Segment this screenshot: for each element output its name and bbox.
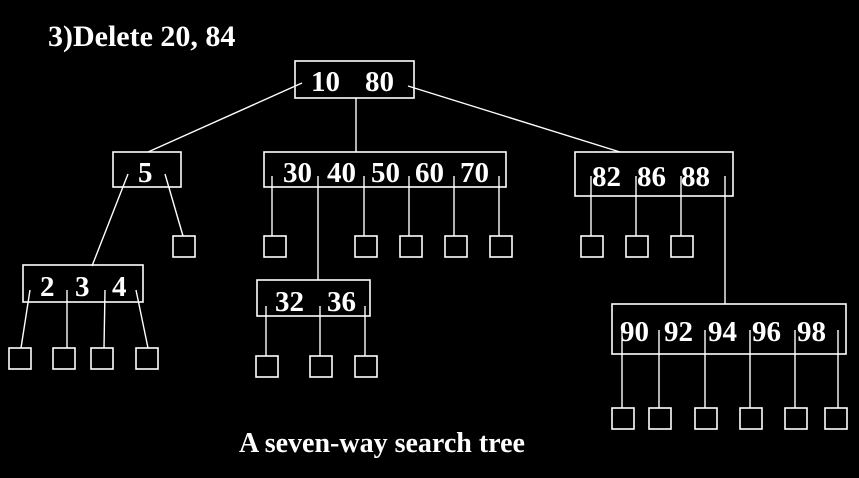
leaf-node <box>354 355 378 378</box>
node-2-4-key-1: 2 <box>40 271 55 303</box>
node-30-70-key-2: 40 <box>327 157 356 189</box>
node-30-70-key-1: 30 <box>283 157 312 189</box>
node-2-4-key-3: 4 <box>112 271 127 303</box>
edge-node-2-4-leaf-1 <box>20 289 31 349</box>
leaf-node <box>354 235 378 258</box>
leaf-node <box>255 355 279 378</box>
edge-root-node-82-88 <box>407 85 621 153</box>
node-90-98-key-3: 94 <box>708 316 737 348</box>
node-90-98-key-5: 98 <box>797 316 826 348</box>
node-32-36: 32 36 <box>256 279 371 318</box>
root-node: 10 80 <box>294 60 415 99</box>
leaf-node <box>648 407 672 430</box>
node-82-88-key-3: 88 <box>681 161 710 193</box>
leaf-node <box>8 347 32 370</box>
node-30-70-box <box>263 151 507 188</box>
node-90-98-key-4: 96 <box>752 316 781 348</box>
root-key-1: 10 <box>311 66 340 98</box>
leaf-node <box>611 407 635 430</box>
leaf-node <box>580 235 604 258</box>
root-key-2: 80 <box>365 66 394 98</box>
leaf-node <box>52 347 76 370</box>
node-30-70: 30 40 50 60 70 <box>263 151 507 189</box>
root-node-box <box>294 60 415 99</box>
node-2-4-key-2: 3 <box>75 271 90 303</box>
leaf-node <box>824 407 848 430</box>
leaf-node <box>263 235 287 258</box>
node-5-box <box>112 151 182 188</box>
leaf-nodes <box>8 235 848 430</box>
node-90-98: 90 92 94 96 98 <box>611 303 847 355</box>
node-90-98-key-2: 92 <box>664 316 693 348</box>
leaf-node <box>172 235 196 258</box>
node-30-70-key-3: 50 <box>371 157 400 189</box>
leaf-node <box>739 407 763 430</box>
node-30-70-key-4: 60 <box>415 157 444 189</box>
edge-node-2-4-leaf-4 <box>135 289 149 349</box>
edge-node-2-4-leaf-3 <box>103 289 106 349</box>
leaf-node <box>694 407 718 430</box>
node-32-36-key-1: 32 <box>275 286 304 318</box>
node-32-36-key-2: 36 <box>327 286 356 318</box>
node-2-4: 2 3 4 <box>22 264 144 303</box>
node-82-88-key-1: 82 <box>592 161 621 193</box>
leaf-node <box>670 235 694 258</box>
node-82-88: 82 86 88 <box>574 151 734 197</box>
node-90-98-box <box>611 303 847 355</box>
edge-root-node-5 <box>147 82 303 153</box>
leaf-node <box>784 407 808 430</box>
leaf-node <box>399 235 423 258</box>
slide-title: 3)Delete 20, 84 <box>48 20 236 53</box>
edge-node-5-node-2-4 <box>91 173 129 267</box>
node-30-70-key-5: 70 <box>460 157 489 189</box>
node-90-98-key-1: 90 <box>620 316 649 348</box>
leaf-node <box>444 235 468 258</box>
node-5-key-1: 5 <box>138 157 153 189</box>
node-82-88-box <box>574 151 734 197</box>
leaf-node <box>135 347 159 370</box>
edge-node-5-leaf <box>164 173 184 237</box>
diagram-caption: A seven-way search tree <box>239 428 525 459</box>
node-82-88-key-2: 86 <box>637 161 666 193</box>
leaf-node <box>90 347 114 370</box>
node-32-36-box <box>256 279 371 317</box>
leaf-node <box>625 235 649 258</box>
leaf-node <box>489 235 513 258</box>
tree-edges <box>20 82 839 408</box>
node-2-4-box <box>22 264 144 303</box>
leaf-node <box>309 355 333 378</box>
node-5: 5 <box>112 151 182 189</box>
